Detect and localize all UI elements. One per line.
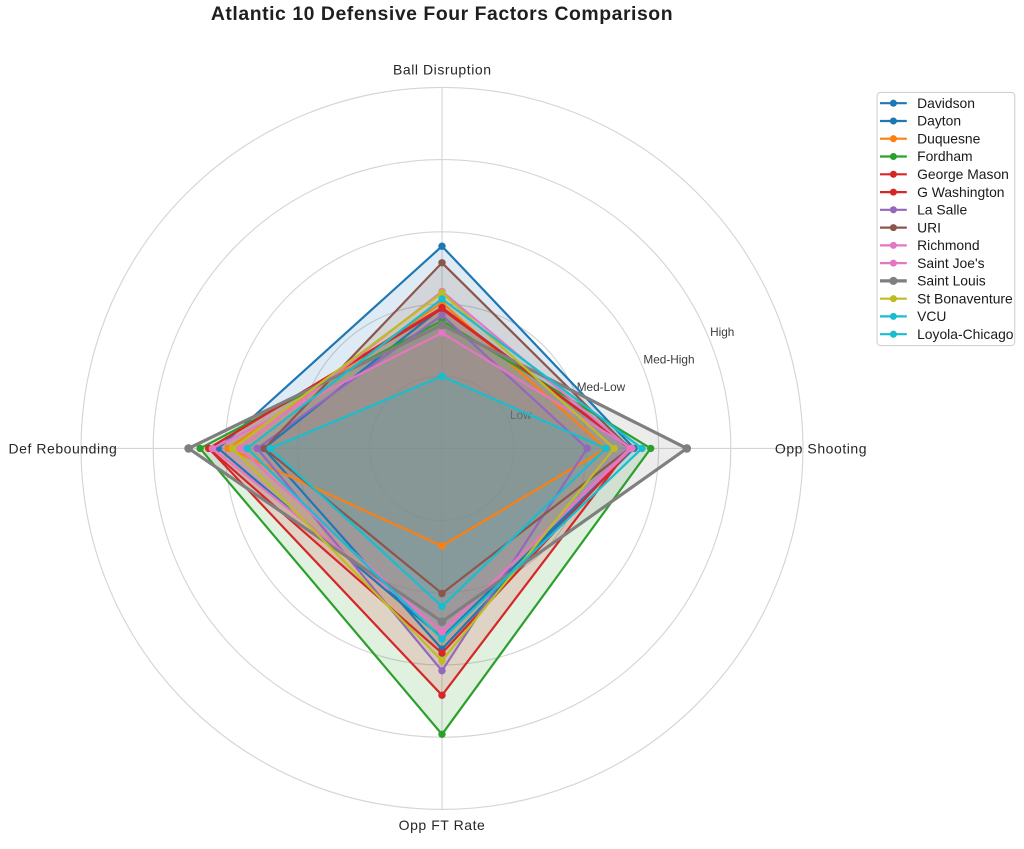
svg-text:Med-High: Med-High: [643, 353, 694, 367]
svg-text:Low: Low: [510, 408, 532, 422]
svg-text:Duquesne: Duquesne: [917, 130, 981, 146]
svg-text:Saint Louis: Saint Louis: [917, 273, 986, 289]
svg-text:Atlantic 10 Defensive Four Fac: Atlantic 10 Defensive Four Factors Compa…: [211, 3, 673, 25]
svg-text:Richmond: Richmond: [917, 237, 979, 253]
svg-text:URI: URI: [917, 219, 941, 235]
svg-text:George Mason: George Mason: [917, 166, 1009, 182]
svg-text:Opp FT Rate: Opp FT Rate: [399, 817, 486, 833]
svg-text:VCU: VCU: [917, 308, 946, 324]
svg-text:Fordham: Fordham: [917, 148, 973, 164]
svg-text:High: High: [710, 325, 734, 339]
svg-text:Ball Disruption: Ball Disruption: [393, 61, 492, 77]
svg-text:Dayton: Dayton: [917, 113, 961, 129]
svg-text:Saint Joe's: Saint Joe's: [917, 255, 984, 271]
svg-text:G Washington: G Washington: [917, 184, 1004, 200]
svg-text:Loyola-Chicago: Loyola-Chicago: [917, 326, 1014, 342]
svg-text:St Bonaventure: St Bonaventure: [917, 290, 1013, 306]
svg-text:La Salle: La Salle: [917, 202, 967, 218]
svg-text:Davidson: Davidson: [917, 95, 975, 111]
svg-text:Opp Shooting: Opp Shooting: [775, 441, 867, 457]
svg-text:Med-Low: Med-Low: [577, 380, 626, 394]
svg-text:Def Rebounding: Def Rebounding: [8, 441, 117, 457]
